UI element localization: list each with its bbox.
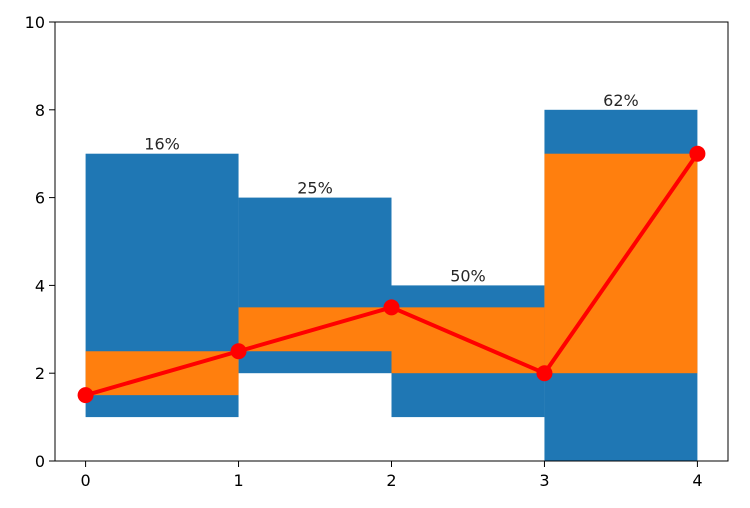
axes-layer: 0 1 2 3 4 0 2 4 6 8 10 bbox=[25, 13, 729, 490]
line-point-4 bbox=[689, 145, 706, 162]
y-tick-label-0: 0 bbox=[35, 452, 45, 471]
y-tick-label-1: 2 bbox=[35, 364, 45, 383]
y-tick-label-5: 10 bbox=[25, 13, 45, 32]
bar-label-0: 16% bbox=[144, 135, 180, 154]
y-tick-label-3: 6 bbox=[35, 189, 45, 208]
bar-labels-layer: 16% 25% 50% 62% bbox=[144, 91, 638, 286]
x-tick-label-0: 0 bbox=[80, 471, 90, 490]
y-tick-label-2: 4 bbox=[35, 276, 45, 295]
x-tick-label-1: 1 bbox=[233, 471, 243, 490]
line-point-3 bbox=[536, 365, 553, 382]
bar-label-1: 25% bbox=[297, 179, 333, 198]
line-point-2 bbox=[383, 299, 400, 316]
line-series-layer bbox=[77, 145, 706, 404]
line-point-0 bbox=[77, 387, 94, 404]
x-tick-label-4: 4 bbox=[692, 471, 702, 490]
line-point-1 bbox=[230, 343, 247, 360]
x-tick-label-2: 2 bbox=[386, 471, 396, 490]
x-tick-label-3: 3 bbox=[539, 471, 549, 490]
bar-label-3: 62% bbox=[603, 91, 639, 110]
y-tick-label-4: 8 bbox=[35, 101, 45, 120]
bar-label-2: 50% bbox=[450, 266, 486, 285]
